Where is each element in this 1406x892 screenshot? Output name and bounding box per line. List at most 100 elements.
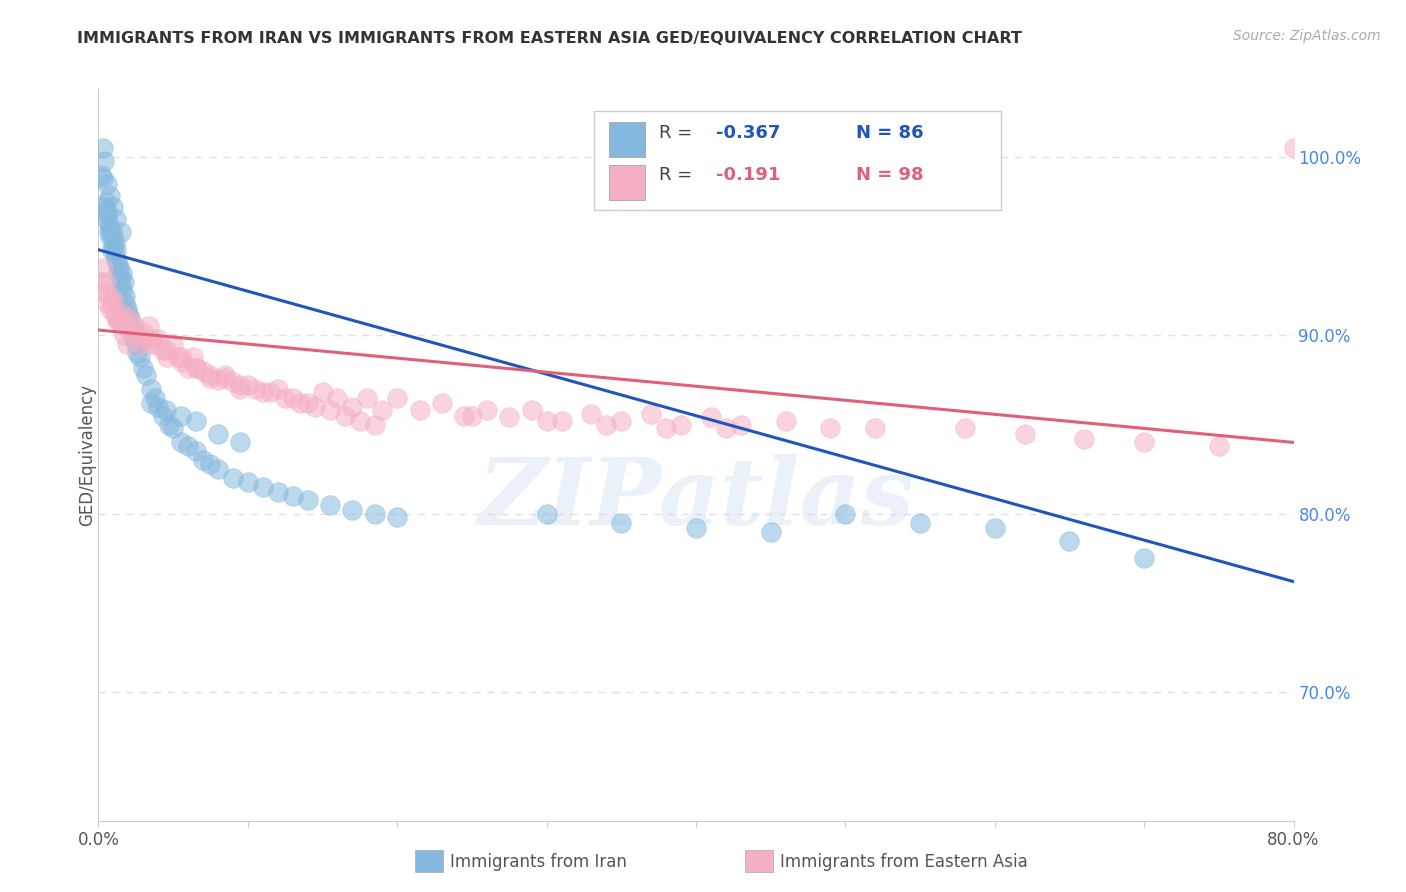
Point bbox=[1014, 426, 1036, 441]
Point bbox=[103, 239, 125, 253]
Point bbox=[169, 350, 191, 364]
Point bbox=[97, 289, 120, 303]
Point bbox=[207, 426, 229, 441]
Point bbox=[96, 212, 118, 227]
Point bbox=[97, 218, 120, 232]
Point bbox=[536, 507, 558, 521]
Point bbox=[111, 284, 134, 298]
Point bbox=[111, 307, 134, 321]
Point bbox=[155, 403, 177, 417]
Point bbox=[125, 328, 148, 343]
Point bbox=[207, 373, 229, 387]
Point bbox=[297, 492, 319, 507]
Point bbox=[319, 498, 342, 512]
Point bbox=[364, 507, 387, 521]
Point bbox=[112, 328, 135, 343]
Point bbox=[115, 301, 138, 316]
Point bbox=[222, 375, 245, 389]
Point bbox=[177, 360, 200, 375]
Point bbox=[252, 385, 274, 400]
Point bbox=[700, 410, 723, 425]
Point bbox=[655, 421, 678, 435]
Point bbox=[110, 271, 132, 285]
Point bbox=[127, 346, 149, 360]
Point bbox=[550, 414, 572, 428]
Point bbox=[356, 391, 378, 405]
Text: N = 98: N = 98 bbox=[856, 166, 924, 184]
Point bbox=[342, 400, 364, 414]
Point bbox=[229, 435, 252, 450]
Point bbox=[288, 396, 311, 410]
Point bbox=[125, 337, 148, 351]
Point bbox=[114, 296, 136, 310]
Point bbox=[156, 350, 179, 364]
Point bbox=[297, 396, 319, 410]
Point bbox=[96, 203, 118, 218]
Point bbox=[274, 391, 297, 405]
Point bbox=[311, 385, 333, 400]
Point bbox=[98, 221, 122, 235]
Point bbox=[430, 396, 453, 410]
Point bbox=[121, 328, 143, 343]
Point bbox=[267, 485, 290, 500]
Point bbox=[222, 471, 245, 485]
Bar bbox=[609, 164, 644, 200]
Point bbox=[139, 382, 162, 396]
Point bbox=[117, 310, 139, 325]
Point bbox=[135, 332, 157, 346]
Point bbox=[139, 396, 162, 410]
Point bbox=[129, 350, 152, 364]
Point bbox=[191, 364, 214, 378]
Point bbox=[152, 343, 174, 357]
Point bbox=[98, 230, 122, 244]
Point bbox=[281, 391, 304, 405]
Point bbox=[107, 257, 129, 271]
Text: -0.191: -0.191 bbox=[716, 166, 780, 184]
Point bbox=[714, 421, 737, 435]
Point bbox=[186, 360, 208, 375]
Point bbox=[104, 235, 127, 250]
Point bbox=[107, 314, 129, 328]
Point bbox=[103, 293, 125, 307]
Point bbox=[120, 325, 142, 339]
Point bbox=[114, 289, 136, 303]
Point bbox=[730, 417, 752, 432]
Y-axis label: GED/Equivalency: GED/Equivalency bbox=[79, 384, 96, 526]
Point bbox=[96, 296, 118, 310]
Point bbox=[252, 480, 274, 494]
Point bbox=[349, 414, 371, 428]
Point bbox=[101, 225, 124, 239]
Point bbox=[110, 314, 132, 328]
Point bbox=[104, 307, 127, 321]
Point bbox=[94, 275, 117, 289]
Point bbox=[98, 301, 122, 316]
Point bbox=[169, 435, 191, 450]
Text: Immigrants from Iran: Immigrants from Iran bbox=[450, 853, 627, 871]
Point bbox=[101, 243, 124, 257]
Point bbox=[166, 350, 188, 364]
Point bbox=[1208, 439, 1230, 453]
Point bbox=[364, 417, 387, 432]
Point bbox=[245, 382, 267, 396]
Point bbox=[129, 337, 152, 351]
Point bbox=[461, 409, 484, 423]
Point bbox=[820, 421, 842, 435]
Point bbox=[267, 382, 290, 396]
Point bbox=[101, 296, 124, 310]
Point bbox=[110, 278, 132, 293]
Point bbox=[169, 409, 191, 423]
Point bbox=[610, 516, 633, 530]
Point bbox=[908, 516, 931, 530]
Point bbox=[259, 385, 281, 400]
Point bbox=[207, 462, 229, 476]
Point bbox=[1133, 551, 1156, 566]
Point bbox=[520, 403, 543, 417]
Point bbox=[103, 200, 125, 214]
Point bbox=[148, 332, 170, 346]
Point bbox=[103, 230, 125, 244]
Point bbox=[138, 319, 160, 334]
Text: Source: ZipAtlas.com: Source: ZipAtlas.com bbox=[1233, 29, 1381, 43]
Point bbox=[115, 337, 138, 351]
Point bbox=[94, 194, 117, 209]
Point bbox=[143, 391, 166, 405]
